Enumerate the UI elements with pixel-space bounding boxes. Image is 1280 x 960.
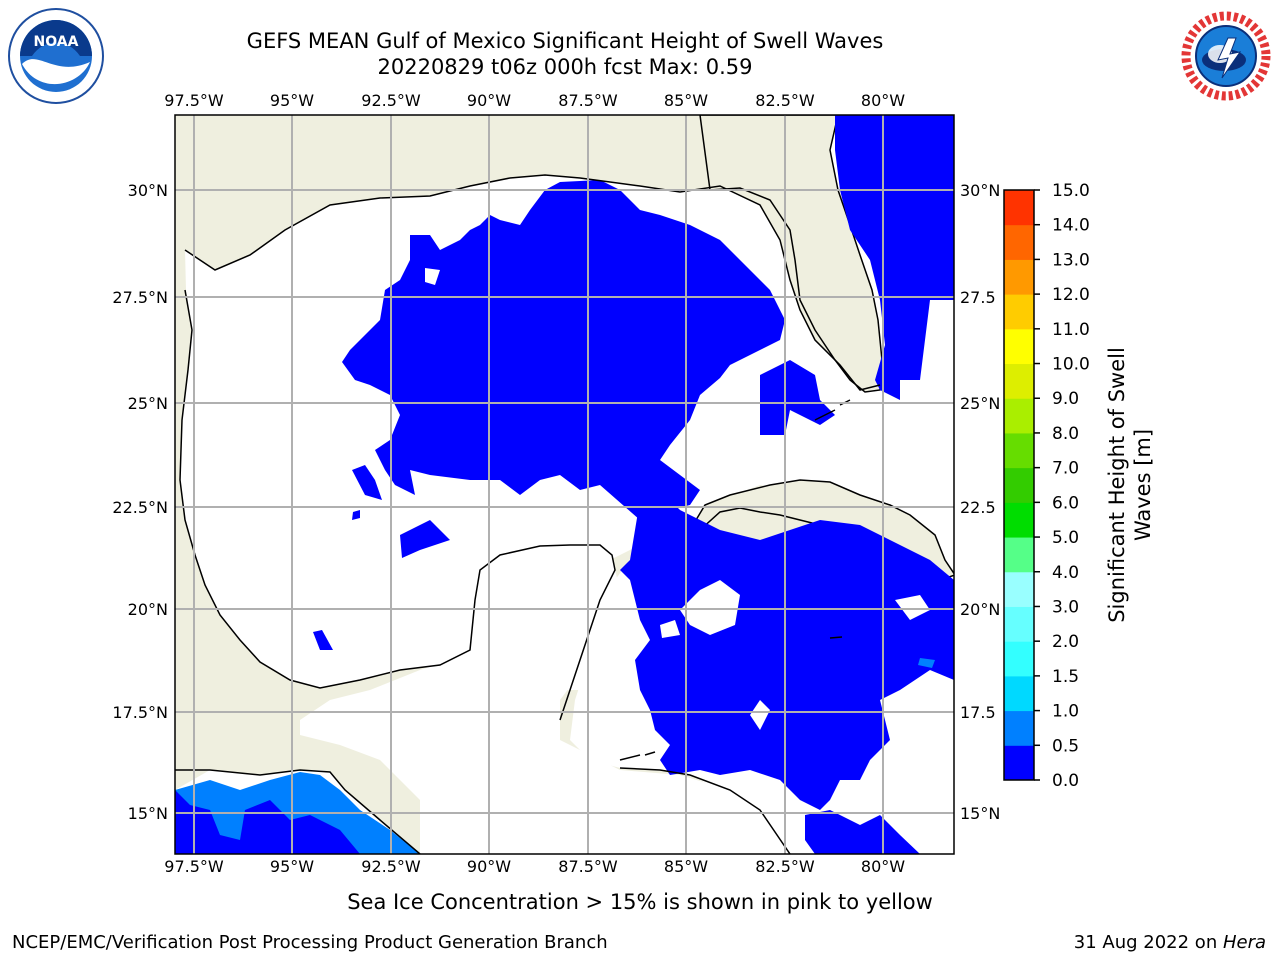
lat-tick-right: 17.5 (960, 703, 996, 722)
colorbar-segment (1004, 328, 1034, 365)
lon-tick-bottom: 95°W (270, 857, 314, 876)
colorbar-segment (1004, 398, 1034, 434)
colorbar-segment (1004, 710, 1034, 746)
lon-tick-bottom: 97.5°W (164, 857, 224, 876)
sea-ice-note: Sea Ice Concentration > 15% is shown in … (347, 890, 933, 914)
lon-tick-top: 97.5°W (164, 91, 224, 110)
lon-tick-bottom: 82.5°W (755, 857, 815, 876)
colorbar-ticks: 0.0 0.5 1.0 1.5 2.0 3.0 4.0 5.0 6.0 7.0 8.0 9.0 10.0… (1034, 181, 1090, 791)
colorbar-segment (1004, 363, 1034, 399)
lon-tick-bottom: 85°W (664, 857, 708, 876)
lat-tick-left: 27.5°N (112, 288, 168, 307)
colorbar-segment (1004, 537, 1034, 573)
lat-tick-right: 22.5 (960, 498, 996, 517)
colorbar-tick-label: 9.0 (1052, 389, 1079, 409)
swell-contour-0-0.5 (175, 115, 954, 854)
colorbar-tick-label: 4.0 (1052, 563, 1079, 583)
colorbar-segment (1004, 675, 1034, 712)
colorbar-segment (1004, 259, 1034, 295)
nws-logo-icon (1180, 10, 1272, 102)
colorbar (1003, 189, 1035, 781)
colorbar-tick-label: 8.0 (1052, 424, 1079, 444)
credit-host: Hera (1222, 932, 1266, 953)
noaa-logo-text: NOAA (34, 34, 79, 50)
colorbar-segment (1004, 606, 1034, 642)
lon-tick-bottom: 80°W (861, 857, 905, 876)
colorbar-segment (1004, 641, 1034, 677)
lon-tick-bottom: 90°W (467, 857, 511, 876)
lon-tick-bottom: 87.5°W (558, 857, 618, 876)
colorbar-tick-label: 0.5 (1052, 736, 1079, 756)
colorbar-tick-label: 5.0 (1052, 528, 1079, 548)
colorbar-frame (1003, 189, 1035, 781)
colorbar-tick-label: 10.0 (1052, 355, 1090, 375)
lon-tick-top: 82.5°W (755, 91, 815, 110)
colorbar-segment (1004, 745, 1034, 781)
colorbar-segment (1004, 432, 1034, 469)
chart-title: GEFS MEAN Gulf of Mexico Significant Hei… (246, 29, 884, 53)
colorbar-segment (1004, 502, 1034, 538)
colorbar-segment (1004, 294, 1034, 330)
map-area (175, 115, 954, 854)
lat-tick-left: 22.5°N (112, 498, 168, 517)
colorbar-tick-label: 1.5 (1052, 667, 1079, 687)
colorbar-segment (1004, 467, 1034, 503)
lon-tick-top: 85°W (664, 91, 708, 110)
colorbar-tick-label: 12.0 (1052, 285, 1090, 305)
chart-subtitle: 20220829 t06z 000h fcst Max: 0.59 (377, 55, 753, 79)
colorbar-tick-label: 14.0 (1052, 216, 1090, 236)
lat-tick-right: 30°N (960, 181, 1000, 200)
credit-date-text: 31 Aug 2022 on (1073, 932, 1223, 953)
credit-date: 31 Aug 2022 on Hera (1074, 932, 1266, 953)
lon-tick-bottom: 92.5°W (361, 857, 421, 876)
colorbar-tick-label: 7.0 (1052, 459, 1079, 479)
colorbar-tick-label: 15.0 (1052, 181, 1090, 201)
coastlines (175, 174, 881, 854)
lat-tick-right: 27.5 (960, 288, 996, 307)
colorbar-tick-label: 3.0 (1052, 597, 1079, 617)
colorbar-tick-label: 11.0 (1052, 320, 1090, 340)
lat-tick-left: 20°N (128, 600, 168, 619)
colorbar-tick-label: 6.0 (1052, 493, 1079, 513)
lat-tick-left: 30°N (128, 181, 168, 200)
colorbar-tick-label: 2.0 (1052, 632, 1079, 652)
colorbar-tick-label: 1.0 (1052, 702, 1079, 722)
noaa-logo-icon: NOAA (8, 8, 104, 104)
map-frame (174, 114, 955, 855)
graticule (175, 115, 954, 854)
colorbar-tick-label: 13.0 (1052, 250, 1090, 270)
swell-gaps (425, 268, 930, 730)
lat-tick-left: 25°N (128, 394, 168, 413)
lon-tick-top: 87.5°W (558, 91, 618, 110)
colorbar-tick-label: 0.0 (1052, 771, 1079, 791)
lat-tick-left: 17.5°N (112, 703, 168, 722)
lon-tick-top: 92.5°W (361, 91, 421, 110)
colorbar-label-line1: Significant Height of Swell (1105, 347, 1129, 623)
colorbar-label-line2: Waves [m] (1131, 429, 1155, 541)
lat-tick-right: 20°N (960, 600, 1000, 619)
credit-branch: NCEP/EMC/Verification Post Processing Pr… (12, 932, 608, 953)
lat-tick-right: 15°N (960, 804, 1000, 823)
lon-tick-top: 80°W (861, 91, 905, 110)
colorbar-segment (1004, 571, 1034, 607)
colorbar-segment (1004, 224, 1034, 260)
lon-tick-top: 90°W (467, 91, 511, 110)
lon-tick-top: 95°W (270, 91, 314, 110)
lat-tick-right: 25°N (960, 394, 1000, 413)
colorbar-segment (1004, 190, 1034, 226)
lat-tick-left: 15°N (128, 804, 168, 823)
